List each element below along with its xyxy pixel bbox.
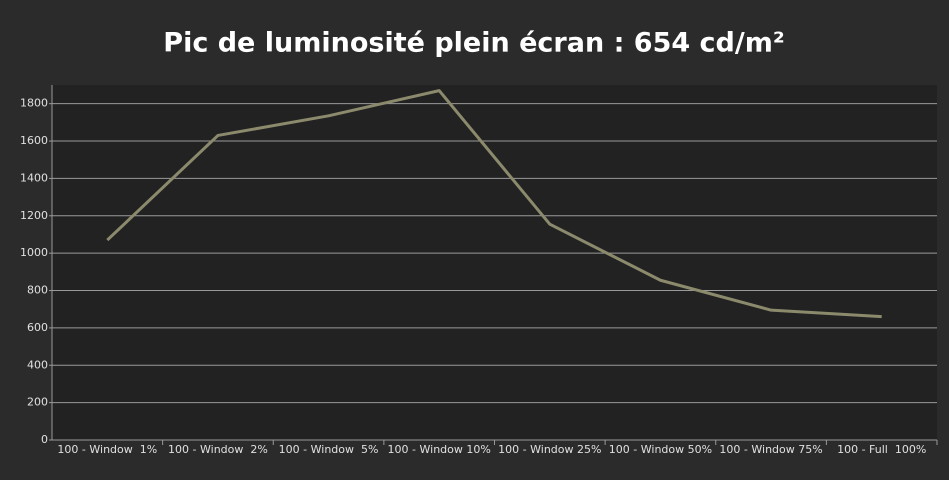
x-tick-label: 100 - Window 75% [719,443,822,456]
x-tick-label: 100 - Window 1% [57,443,157,456]
y-tick-label: 1400 [20,171,48,184]
x-tick-label: 100 - Window 2% [168,443,268,456]
y-tick-label: 1800 [20,97,48,110]
x-tick-label: 100 - Window 10% [388,443,491,456]
y-tick-label: 600 [27,321,48,334]
y-tick-label: 400 [27,358,48,371]
y-tick-label: 800 [27,284,48,297]
x-tick-label: 100 - Full 100% [837,443,926,456]
y-tick-label: 1000 [20,246,48,259]
plot-area [52,85,937,440]
series-line [106,89,882,319]
x-tick-label: 100 - Window 50% [609,443,712,456]
y-tick-label: 1200 [20,209,48,222]
y-tick-label: 1600 [20,134,48,147]
y-tick-label: 0 [41,433,48,446]
x-tick-label: 100 - Window 25% [498,443,601,456]
chart-title: Pic de luminosité plein écran : 654 cd/m… [163,28,784,59]
y-tick-label: 200 [27,396,48,409]
x-tick-label: 100 - Window 5% [279,443,379,456]
